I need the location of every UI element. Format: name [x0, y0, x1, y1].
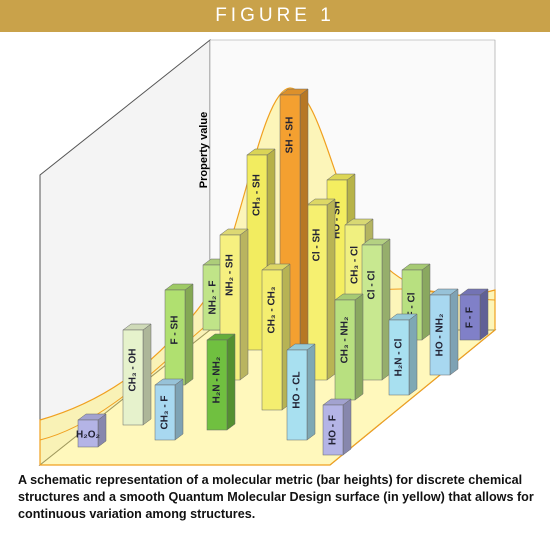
bar-label: SH - SH — [285, 117, 296, 154]
bar-label: HO - SH — [332, 201, 343, 239]
bar-label: CH₃ - NH₂ — [340, 317, 351, 364]
bar-front — [322, 404, 344, 456]
bar-label: CH₃ - CH₃ — [267, 286, 278, 333]
bar-front — [286, 349, 308, 441]
diagram: Property value NH₂ - F HO - SH F - Cl F - F… — [38, 38, 497, 467]
bar-front — [77, 419, 99, 448]
bar-side — [408, 313, 418, 396]
bar-side — [142, 323, 152, 426]
bar-side — [342, 398, 352, 456]
bar-side — [449, 288, 459, 376]
bar-side — [421, 263, 431, 341]
bar-side — [306, 343, 316, 441]
caption: A schematic representation of a molecula… — [18, 473, 534, 521]
bar-front — [206, 339, 228, 431]
bar-label: Cl - Cl — [367, 270, 378, 299]
bar-label: HO - NH₂ — [435, 314, 446, 357]
bar-side — [174, 378, 184, 441]
bar-front — [429, 294, 451, 376]
bar-label: HO - F — [328, 415, 339, 445]
bar-front — [361, 244, 383, 381]
axis-label: Property value — [198, 112, 210, 188]
bar-label: F - Cl — [407, 292, 418, 317]
bar-front — [388, 319, 410, 396]
bar-label: F - SH — [170, 316, 181, 345]
bar-side — [479, 288, 489, 341]
bar-front — [261, 269, 283, 411]
bar-front — [154, 384, 176, 441]
bar-label: HO - CL — [292, 371, 303, 408]
bar-side — [239, 228, 249, 381]
bar-side — [226, 333, 236, 431]
bar-label: H₂O₂ — [76, 430, 100, 441]
bar-label: CH₃ - OH — [128, 349, 139, 392]
bar-side — [354, 293, 364, 401]
bar-label: CH₃ - SH — [252, 174, 263, 216]
bar-side — [184, 283, 194, 386]
bar-front — [122, 329, 144, 426]
bar-label: F - F — [465, 307, 476, 328]
bar-label: NH₂ - SH — [225, 254, 236, 296]
bar-label: CH₃ - Cl — [350, 246, 361, 284]
bar-label: H₂N - NH₂ — [212, 357, 223, 404]
bar-label: NH₂ - F — [208, 281, 219, 315]
figure-title: FIGURE 1 — [0, 0, 550, 32]
bar-label: H₂N - Cl — [394, 338, 405, 376]
bar-label: CH₃ - F — [160, 395, 171, 429]
bar-front — [459, 294, 481, 341]
bar-side — [326, 198, 336, 381]
bar-label: Cl - SH — [312, 229, 323, 262]
